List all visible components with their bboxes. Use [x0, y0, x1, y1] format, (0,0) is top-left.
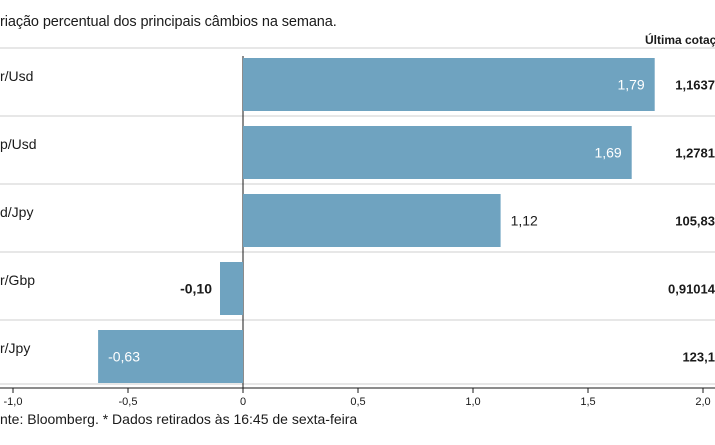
last-quote-value: 1,2781	[675, 146, 715, 161]
x-tick-label: 0	[240, 396, 246, 408]
bar	[243, 194, 501, 247]
bar	[243, 126, 632, 179]
bar-value-label: -0,63	[108, 349, 140, 365]
bar-value-label: 1,69	[594, 145, 621, 161]
source-note: nte: Bloomberg. * Dados retirados às 16:…	[0, 411, 358, 427]
last-quote-value: 123,1	[682, 350, 715, 365]
category-label: r/Gbp	[0, 272, 35, 288]
last-quote-value: 0,91014	[668, 282, 715, 297]
x-tick-label: 2,0	[695, 396, 710, 408]
x-tick-label: 1,5	[580, 396, 595, 408]
bar	[243, 58, 655, 111]
x-tick-label: 1,0	[465, 396, 480, 408]
x-tick-label: 0,5	[350, 396, 365, 408]
x-tick-label: -0,5	[119, 396, 138, 408]
last-quote-header: Última cotaç	[645, 33, 715, 47]
bar-value-label: -0,10	[180, 281, 212, 297]
category-label: d/Jpy	[0, 204, 33, 220]
category-label: p/Usd	[0, 136, 37, 152]
category-label: r/Jpy	[0, 340, 30, 356]
last-quote-value: 1,1637	[675, 78, 715, 93]
last-quote-value: 105,83	[675, 214, 715, 229]
bar	[220, 262, 243, 315]
category-label: r/Usd	[0, 68, 33, 84]
bar-value-label: 1,79	[617, 77, 644, 93]
chart-subtitle: riação percentual dos principais câmbios…	[0, 14, 337, 30]
x-tick-label: -1,0	[4, 396, 23, 408]
bar	[98, 330, 243, 383]
bar-value-label: 1,12	[511, 213, 538, 229]
